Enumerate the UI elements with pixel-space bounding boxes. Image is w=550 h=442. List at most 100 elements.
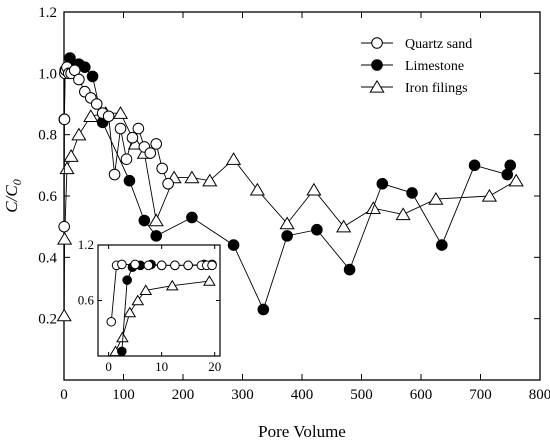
legend-iron-filings-data-point: [369, 79, 385, 93]
inset-x-tick-label: 10: [155, 359, 168, 374]
inset-x-tick-label: 20: [208, 359, 221, 374]
iron-filings-data-point: [71, 127, 87, 141]
quartz-sand-data-point: [162, 177, 174, 190]
legend-quartz-sand-data-point: [371, 37, 383, 49]
iron-filings-inset-data-point: [139, 284, 153, 296]
y-tick-label: 0.2: [38, 312, 57, 328]
quartz-sand-data-point: [156, 162, 168, 175]
x-tick-label: 500: [350, 387, 373, 403]
limestone-data-point: [343, 263, 356, 276]
iron-filings-data-point: [481, 188, 498, 202]
inset-y-tick-label: 0.6: [78, 293, 95, 308]
legend-item-iron-filings: Iron filings: [361, 79, 468, 96]
quartz-sand-data-point: [150, 138, 163, 150]
iron-filings-data-point: [57, 231, 73, 245]
limestone-data-point: [281, 230, 293, 242]
legend-limestone-data-point: [371, 59, 383, 71]
quartz-sand-data-point: [120, 153, 133, 165]
limestone-data-point: [150, 230, 163, 242]
iron-filings-data-point: [395, 207, 411, 221]
iron-filings-data-point: [306, 182, 322, 196]
iron-filings-data-point: [428, 191, 444, 205]
limestone-data-point: [468, 159, 481, 172]
y-axis-title: C/C0: [2, 179, 24, 212]
inset-x-tick-label: 0: [105, 359, 112, 374]
quartz-sand-inset-data-point: [156, 260, 167, 271]
legend-item-limestone: Limestone: [361, 59, 464, 74]
iron-filings-data-point: [184, 170, 200, 184]
limestone-data-point: [406, 187, 418, 199]
quartz-sand-data-point: [58, 220, 70, 233]
iron-filings-data-point: [56, 308, 72, 322]
legend-label-limestone: Limestone: [405, 59, 464, 74]
iron-filings-data-point: [59, 161, 75, 175]
limestone-data-point: [504, 159, 517, 172]
x-tick-label: 700: [469, 387, 492, 403]
quartz-sand-data-point: [58, 113, 71, 126]
limestone-data-point: [138, 214, 151, 227]
quartz-sand-data-point: [126, 131, 139, 144]
limestone-data-point: [311, 223, 323, 236]
limestone-data-point: [376, 177, 389, 190]
quartz-sand-data-point: [132, 122, 145, 135]
x-tick-label: 100: [112, 387, 135, 403]
limestone-data-point: [186, 211, 198, 224]
y-tick-label: 0.6: [38, 189, 57, 205]
quartz-sand-inset-data-point: [130, 259, 140, 270]
quartz-sand-data-point: [144, 147, 157, 159]
limestone-inset-data-point: [122, 275, 132, 285]
x-tick-label: 400: [291, 387, 314, 403]
limestone-inset-data-point: [117, 346, 127, 357]
quartz-sand-inset-data-point: [106, 316, 117, 327]
quartz-sand-inset-data-point: [183, 260, 193, 271]
quartz-sand-inset-data-point: [170, 260, 180, 271]
limestone-data-point: [257, 303, 270, 316]
legend-label-iron-filings: Iron filings: [405, 81, 468, 96]
y-tick-label: 0.8: [38, 128, 57, 144]
limestone-data-point: [123, 174, 136, 187]
quartz-sand-data-point: [73, 73, 85, 86]
y-axis-title-subscript: 0: [10, 179, 24, 185]
quartz-sand-data-point: [90, 98, 103, 110]
x-tick-label: 200: [172, 387, 195, 403]
x-tick-label: 600: [410, 387, 433, 403]
iron-filings-inset-data-point: [131, 294, 145, 306]
quartz-sand-inset-data-point: [143, 260, 154, 271]
x-tick-label: 800: [529, 387, 550, 403]
iron-filings-data-point: [336, 219, 352, 233]
iron-filings-inset-data-point: [203, 275, 216, 286]
limestone-series: [58, 52, 517, 316]
limestone-data-point: [227, 239, 240, 251]
quartz-sand-data-point: [108, 168, 121, 181]
iron-filings-data-point: [63, 149, 79, 162]
limestone-data-point: [86, 70, 99, 83]
x-tick-label: 0: [60, 387, 68, 403]
legend-item-quartz-sand: Quartz sand: [361, 37, 472, 52]
x-tick-label: 300: [231, 387, 254, 403]
quartz-sand-inset-series: [106, 259, 217, 327]
iron-filings-series: [56, 106, 524, 322]
iron-filings-data-point: [249, 182, 265, 196]
quartz-sand-data-point: [102, 110, 115, 123]
quartz-sand-inset-data-point: [117, 259, 127, 270]
y-tick-label: 0.4: [38, 250, 57, 266]
iron-filings-data-point: [225, 152, 242, 165]
iron-filings-data-point: [279, 216, 295, 230]
main-plot-area: [56, 52, 524, 322]
iron-filings-inset-data-point: [165, 279, 179, 291]
quartz-sand-series: [58, 61, 174, 233]
iron-filings-data-point: [148, 213, 164, 227]
iron-filings-data-point: [508, 173, 524, 187]
y-tick-label: 1.2: [38, 5, 57, 21]
limestone-data-point: [436, 239, 448, 251]
x-axis-title: Pore Volume: [258, 422, 346, 441]
iron-filings-data-point: [202, 173, 218, 187]
iron-filings-inset-series: [109, 275, 216, 357]
inset-y-tick-label: 1.2: [78, 237, 94, 252]
iron-filings-inset-data-point: [123, 306, 137, 318]
iron-filings-data-point: [112, 106, 129, 119]
main-axes: 0 100 200 300 400 500 600 700 8000.20.40.60.81.0…: [38, 5, 550, 403]
quartz-sand-inset-data-point: [207, 260, 217, 271]
iron-filings-data-point: [83, 109, 99, 122]
